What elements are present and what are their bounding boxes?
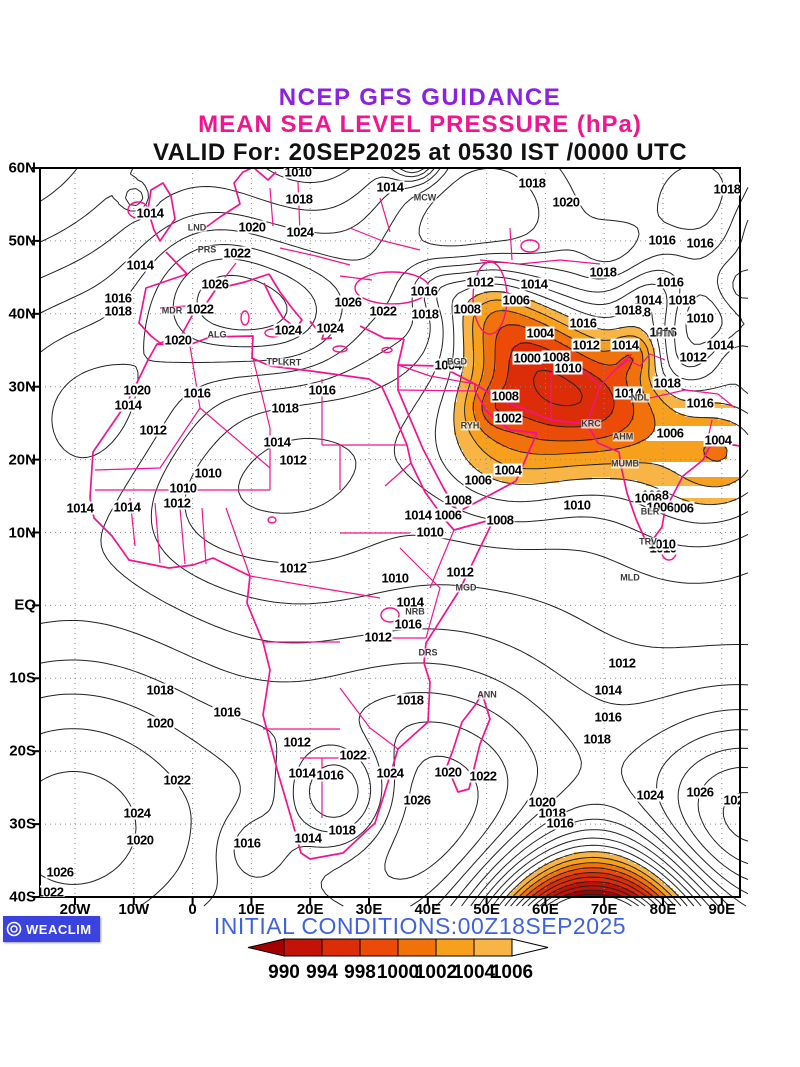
lon-tick-label: 20W [59,901,91,918]
initial-conditions-text: INITIAL CONDITIONS:00Z18SEP2025 [213,913,627,939]
pressure-map [32,167,749,907]
lon-tick-label: 20E [296,901,324,918]
lon-tick-label: 30E [355,901,383,918]
lat-tick-label: EQ [14,596,36,614]
lon-tick-label: 0 [188,901,197,918]
svg-text:1000: 1000 [377,962,419,983]
lon-tick-label: 10E [238,901,265,918]
model-title: NCEP GFS GUIDANCE [278,84,562,111]
field-title: MEAN SEA LEVEL PRESSURE (hPa) [198,111,642,138]
lat-tick-label: 40S [9,888,36,906]
lat-tick-label: 30S [9,815,36,833]
svg-text:1006: 1006 [491,962,533,983]
lat-tick-label: 50N [8,232,36,250]
weaclim-circle-icon [6,921,22,937]
lon-tick-label: 90E [708,901,736,918]
lon-tick-label: 40E [414,901,442,918]
lat-tick-label: 60N [8,159,36,177]
lat-tick-label: 40N [8,305,36,323]
svg-text:998: 998 [344,962,376,983]
valid-time-title: VALID For: 20SEP2025 at 0530 IST /0000 U… [152,139,688,166]
lat-tick-label: 10S [9,669,36,687]
svg-text:990: 990 [268,962,300,983]
lat-tick-label: 10N [8,524,36,541]
lat-tick-label: 20N [8,451,36,469]
lon-tick-label: 50E [473,901,500,918]
lon-tick-label: 10W [118,901,150,918]
weaclim-logo: WEACLIM [3,916,100,942]
lon-tick-label: 60E [532,901,559,918]
lat-tick-label: 30N [8,378,36,396]
svg-text:994: 994 [306,962,338,983]
weaclim-logo-text: WEACLIM [26,921,92,937]
lat-tick-label: 20S [9,742,36,760]
lon-tick-label: 70E [590,901,618,918]
svg-text:1004: 1004 [453,962,496,983]
lon-tick-label: 80E [649,901,677,918]
svg-text:1002: 1002 [415,962,457,983]
